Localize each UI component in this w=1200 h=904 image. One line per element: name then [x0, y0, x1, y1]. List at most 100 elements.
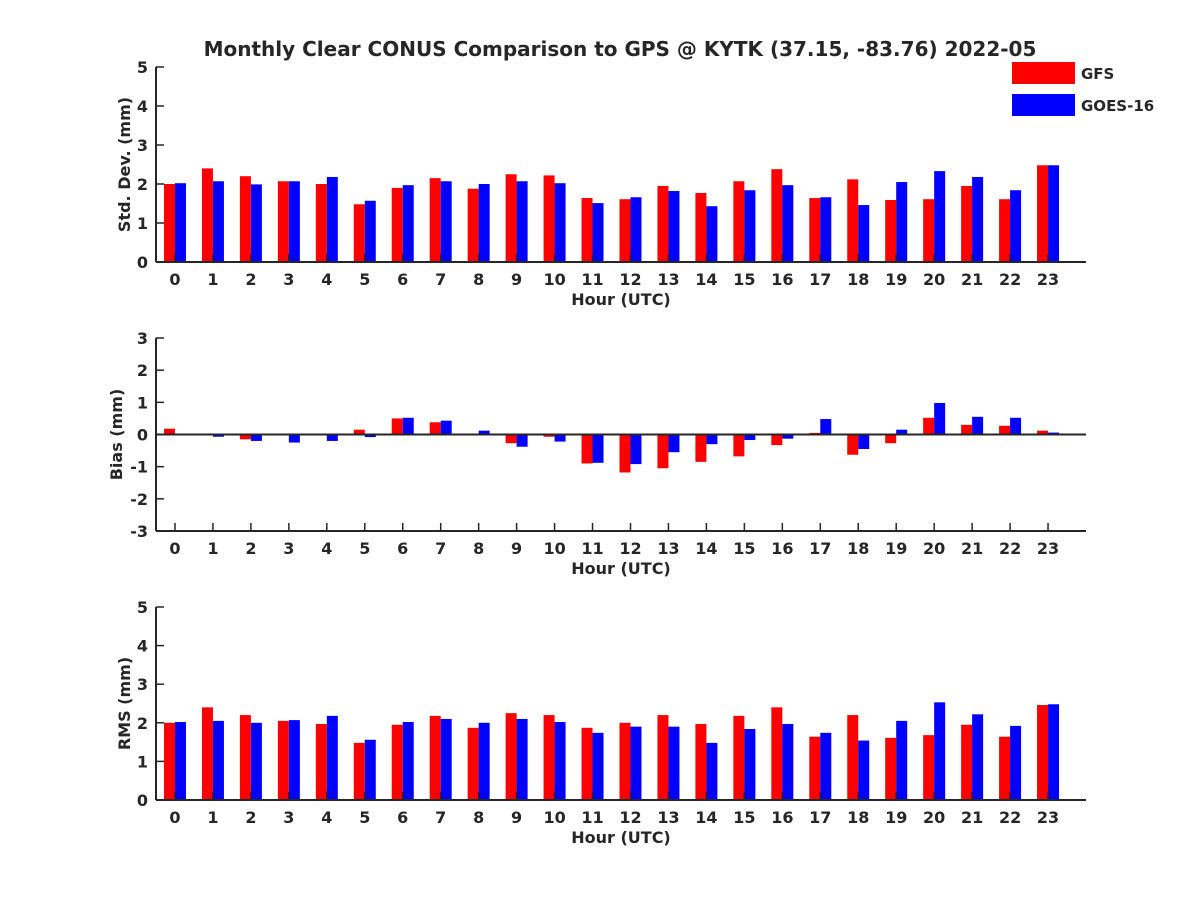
bar-p1-s0-h5: [353, 429, 365, 435]
xtick-label-p0-21: 21: [961, 270, 983, 289]
bar-p1-s0-h18: [847, 434, 859, 455]
xtick-label-p2-8: 8: [473, 808, 484, 827]
bar-p2-s0-h7: [429, 715, 441, 800]
bar-p2-s1-h20: [934, 702, 946, 800]
bar-p0-s0-h6: [391, 187, 403, 262]
xtick-label-p1-3: 3: [283, 539, 294, 558]
bar-p2-s1-h9: [516, 718, 528, 800]
xtick-label-p2-12: 12: [619, 808, 641, 827]
bar-p0-s0-h11: [581, 198, 593, 262]
bar-p0-s0-h19: [885, 199, 897, 262]
bar-p1-s0-h19: [885, 434, 897, 444]
xtick-label-p2-1: 1: [207, 808, 218, 827]
xtick-label-p2-5: 5: [359, 808, 370, 827]
bar-p0-s1-h9: [516, 181, 528, 262]
xtick-label-p2-21: 21: [961, 808, 983, 827]
bar-p0-s0-h15: [733, 181, 745, 262]
ytick-label-p1-3: 0: [137, 426, 148, 445]
xtick-label-p2-22: 22: [999, 808, 1021, 827]
xtick-label-p0-4: 4: [321, 270, 332, 289]
bar-p0-s0-h22: [999, 199, 1011, 262]
bar-p0-s0-h3: [277, 181, 289, 262]
xtick-label-p1-19: 19: [885, 539, 907, 558]
bar-p0-s1-h10: [554, 183, 566, 262]
bar-p2-s1-h6: [402, 722, 414, 800]
xtick-label-p2-4: 4: [321, 808, 332, 827]
ylabel-p2: RMS (mm): [115, 657, 134, 750]
bar-p2-s1-h7: [440, 718, 452, 800]
bar-p2-s0-h6: [391, 724, 403, 800]
xtick-label-p2-0: 0: [169, 808, 180, 827]
bar-p0-s1-h1: [212, 181, 224, 262]
xtick-label-p1-11: 11: [581, 539, 603, 558]
bar-p0-s1-h7: [440, 181, 452, 262]
bar-p1-s1-h11: [592, 434, 604, 463]
bar-p2-s0-h16: [771, 707, 783, 800]
bar-p2-s1-h12: [630, 726, 642, 800]
bar-p2-s1-h16: [782, 723, 794, 800]
xtick-label-p1-6: 6: [397, 539, 408, 558]
xtick-label-p0-22: 22: [999, 270, 1021, 289]
bar-p2-s1-h23: [1048, 704, 1060, 800]
xtick-label-p2-19: 19: [885, 808, 907, 827]
bar-p0-s1-h15: [744, 190, 756, 262]
xtick-label-p1-7: 7: [435, 539, 446, 558]
bar-p2-s1-h3: [288, 720, 300, 800]
bar-p1-s1-h14: [706, 434, 718, 445]
bar-p0-s1-h22: [1010, 190, 1022, 262]
xtick-label-p0-5: 5: [359, 270, 370, 289]
bar-p0-s0-h2: [239, 176, 251, 262]
bar-p2-s0-h11: [581, 727, 593, 800]
bar-p1-s0-h9: [505, 434, 517, 444]
ytick-label-p0-4: 4: [137, 97, 148, 116]
bar-p1-s1-h20: [934, 402, 946, 435]
xtick-label-p0-3: 3: [283, 270, 294, 289]
xtick-label-p2-14: 14: [695, 808, 717, 827]
bar-p2-s1-h5: [364, 739, 376, 800]
ytick-label-p0-2: 2: [137, 175, 148, 194]
bar-p0-s0-h14: [695, 192, 707, 262]
ytick-label-p2-5: 5: [137, 598, 148, 617]
legend: GFS GOES-16: [1012, 62, 1154, 116]
bar-p2-s1-h0: [174, 722, 186, 800]
bar-p1-s1-h15: [744, 434, 756, 440]
bar-p0-s1-h5: [364, 200, 376, 262]
bar-p1-s0-h11: [581, 434, 593, 464]
bar-p0-s1-h0: [174, 183, 186, 262]
bar-p2-s0-h22: [999, 736, 1011, 800]
xtick-label-p1-16: 16: [771, 539, 793, 558]
xtick-label-p0-15: 15: [733, 270, 755, 289]
ytick-label-p1-2: -1: [130, 458, 148, 477]
chart-title: Monthly Clear CONUS Comparison to GPS @ …: [204, 37, 1037, 61]
bar-p2-s1-h21: [972, 714, 984, 800]
bar-p2-s1-h4: [326, 715, 338, 800]
bar-p2-s1-h2: [250, 722, 262, 800]
xtick-label-p1-1: 1: [207, 539, 218, 558]
xtick-label-p1-23: 23: [1037, 539, 1059, 558]
bar-p1-s1-h12: [630, 434, 642, 465]
xtick-label-p0-20: 20: [923, 270, 945, 289]
xtick-label-p0-12: 12: [619, 270, 641, 289]
ytick-label-p0-0: 0: [137, 253, 148, 272]
bar-p1-s1-h7: [440, 420, 452, 435]
bar-p2-s0-h19: [885, 737, 897, 800]
bar-p0-s1-h18: [858, 205, 870, 262]
bar-p2-s0-h2: [239, 715, 251, 800]
xlabel-p2: Hour (UTC): [571, 828, 671, 847]
xtick-label-p0-14: 14: [695, 270, 717, 289]
bar-p1-s1-h10: [554, 434, 566, 442]
ytick-label-p1-4: 1: [137, 393, 148, 412]
bar-p2-s0-h1: [201, 707, 213, 800]
xtick-label-p1-4: 4: [321, 539, 332, 558]
bar-p1-s1-h13: [668, 434, 680, 453]
bar-p0-s0-h18: [847, 179, 859, 262]
legend-swatch-1: [1012, 94, 1075, 116]
xtick-label-p2-2: 2: [245, 808, 256, 827]
bar-p0-s1-h4: [326, 176, 338, 262]
xtick-label-p1-13: 13: [657, 539, 679, 558]
bar-p2-s0-h13: [657, 715, 669, 800]
xtick-label-p0-19: 19: [885, 270, 907, 289]
xtick-label-p2-10: 10: [543, 808, 565, 827]
bar-p1-s0-h7: [429, 422, 441, 435]
